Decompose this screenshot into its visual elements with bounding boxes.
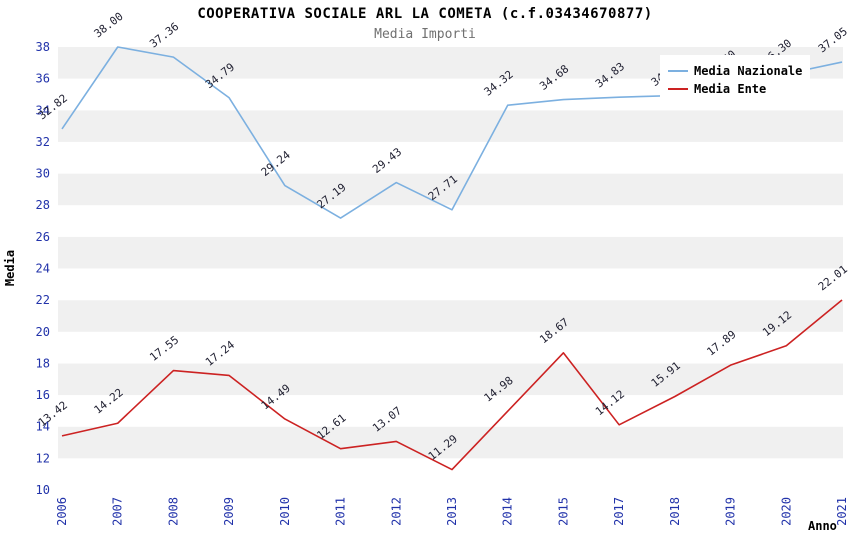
x-tick-label: 2015 [556, 497, 570, 526]
y-tick-label: 30 [36, 167, 50, 181]
y-tick-label: 38 [36, 40, 50, 54]
x-axis-title: Anno [808, 519, 837, 533]
x-tick-label: 2011 [334, 497, 348, 526]
series-line-media-ente [61, 299, 843, 471]
x-tick-label: 2021 [835, 497, 849, 526]
x-tick-label: 2006 [55, 497, 69, 526]
x-tick-label: 2012 [389, 497, 403, 526]
chart-title: COOPERATIVA SOCIALE ARL LA COMETA (c.f.0… [197, 6, 653, 22]
legend-label: Media Ente [694, 82, 766, 96]
y-tick-label: 32 [36, 135, 50, 149]
y-axis-title: Media [3, 250, 17, 286]
x-tick-label: 2010 [278, 497, 292, 526]
y-tick-label: 12 [36, 451, 50, 465]
y-tick-label: 10 [36, 483, 50, 497]
plot-band [58, 300, 843, 332]
plot-band [58, 205, 843, 237]
x-tick-label: 2020 [779, 497, 793, 526]
x-tick-label: 2018 [668, 497, 682, 526]
x-tick-label: 2009 [222, 497, 236, 526]
plot-band [58, 173, 843, 206]
x-tick-label: 2007 [111, 497, 125, 526]
y-tick-label: 24 [36, 262, 50, 276]
x-tick-label: 2017 [612, 497, 626, 526]
plot-band [58, 331, 843, 364]
plot-band [58, 268, 843, 301]
plot-band [58, 110, 843, 142]
chart-subtitle: Media Importi [374, 27, 476, 42]
y-tick-label: 26 [36, 230, 50, 244]
legend: Media Nazionale Media Ente [660, 55, 810, 101]
legend-label: Media Nazionale [694, 64, 802, 78]
y-tick-label: 36 [36, 72, 50, 86]
x-tick-label: 2019 [724, 497, 738, 526]
x-tick-label: 2008 [166, 497, 180, 526]
plot-band [58, 458, 843, 490]
legend-box [660, 55, 810, 101]
x-tick-label: 2014 [501, 497, 515, 526]
y-tick-label: 34 [36, 103, 50, 117]
plot-band [58, 141, 843, 174]
y-tick-label: 14 [36, 420, 50, 434]
x-tick-label: 2013 [445, 497, 459, 526]
y-tick-label: 18 [36, 356, 50, 370]
y-tick-label: 22 [36, 293, 50, 307]
plot-band [58, 426, 843, 459]
plot-band [58, 363, 843, 396]
y-tick-label: 20 [36, 325, 50, 339]
y-tick-label: 28 [36, 198, 50, 212]
plot-band [58, 395, 843, 427]
y-tick-label: 16 [36, 388, 50, 402]
plot-band [58, 236, 843, 269]
